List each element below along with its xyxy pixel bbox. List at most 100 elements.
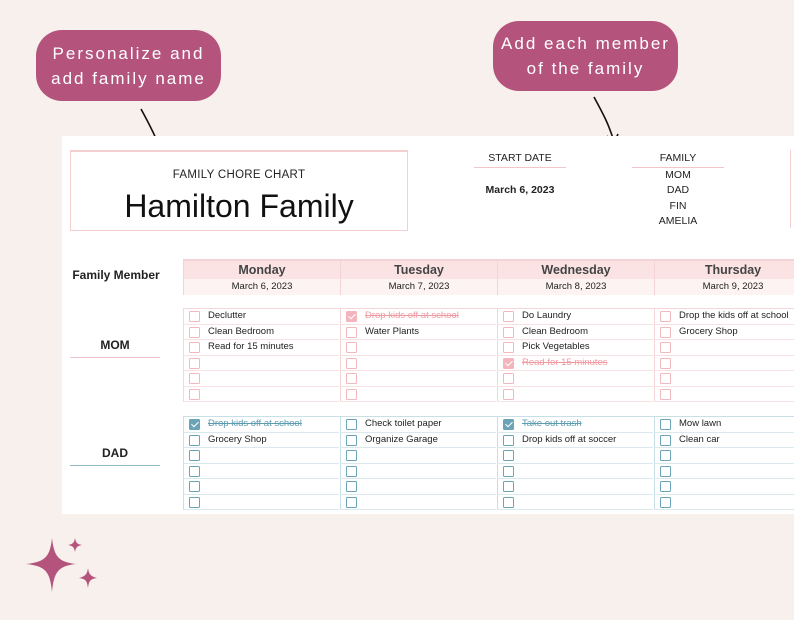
- task-checkbox[interactable]: [660, 342, 671, 353]
- task-checkbox[interactable]: [660, 465, 671, 477]
- task-text[interactable]: Declutter: [208, 310, 247, 321]
- task-text[interactable]: Clean Bedroom: [208, 325, 275, 337]
- task-text[interactable]: Read for 15 minutes: [522, 356, 608, 368]
- day-header-thursday: Thursday March 9, 2023: [654, 259, 794, 295]
- task-text[interactable]: Drop kids off at soccer: [522, 433, 617, 445]
- family-member-amelia[interactable]: AMELIA: [658, 215, 698, 227]
- task-checkbox[interactable]: [503, 311, 514, 322]
- task-checkbox[interactable]: [503, 496, 514, 508]
- task-checkbox[interactable]: [660, 481, 671, 492]
- task-checkbox[interactable]: [503, 326, 514, 338]
- task-text[interactable]: Clean Bedroom: [522, 325, 589, 337]
- task-text[interactable]: Grocery Shop: [679, 325, 738, 337]
- task-checkbox[interactable]: [346, 481, 357, 492]
- task-checkbox[interactable]: [346, 496, 357, 508]
- task-checkbox[interactable]: [660, 357, 671, 369]
- task-checkbox[interactable]: [660, 311, 671, 322]
- task-checkbox[interactable]: [503, 434, 514, 446]
- task-checkbox[interactable]: [189, 388, 200, 400]
- task-cell: [497, 448, 653, 464]
- day-date: March 6, 2023: [184, 279, 340, 295]
- task-checkbox[interactable]: [660, 450, 671, 461]
- task-cell: [183, 371, 339, 387]
- day-date: March 8, 2023: [498, 279, 654, 295]
- task-checkbox[interactable]: [346, 357, 357, 369]
- task-text[interactable]: Water Plants: [365, 325, 420, 337]
- task-text[interactable]: Grocery Shop: [208, 433, 267, 445]
- task-cell: Organize Garage: [340, 432, 496, 448]
- task-checkbox[interactable]: [189, 481, 200, 492]
- family-member-dad[interactable]: DAD: [666, 184, 690, 196]
- task-text[interactable]: Drop kids off at school: [365, 310, 459, 321]
- task-cell: [340, 386, 496, 402]
- task-cell: Clean Bedroom: [497, 324, 653, 340]
- task-checkbox[interactable]: [346, 342, 357, 353]
- task-checkbox[interactable]: [189, 373, 200, 384]
- task-checkbox[interactable]: [346, 373, 357, 384]
- sparkle-icon: [26, 538, 97, 592]
- task-cell: [654, 355, 794, 371]
- task-text[interactable]: Mow lawn: [679, 418, 722, 429]
- task-checkbox[interactable]: [189, 434, 200, 446]
- day-date: March 7, 2023: [341, 279, 497, 295]
- day-name: Wednesday: [498, 261, 654, 279]
- family-name-field[interactable]: Hamilton Family: [124, 188, 354, 224]
- task-checkbox[interactable]: [660, 419, 671, 430]
- task-checkbox[interactable]: [189, 326, 200, 338]
- member-label-dad: DAD: [70, 446, 160, 466]
- task-checkbox[interactable]: [503, 357, 514, 369]
- task-text[interactable]: Take out trash: [522, 418, 582, 429]
- task-checkbox[interactable]: [189, 450, 200, 461]
- task-cell: [654, 386, 794, 402]
- task-text[interactable]: Drop the kids off at school: [679, 310, 789, 321]
- task-cell: [340, 463, 496, 479]
- task-text[interactable]: Organize Garage: [365, 433, 438, 445]
- task-text[interactable]: Clean car: [679, 433, 720, 445]
- task-checkbox[interactable]: [503, 388, 514, 400]
- task-checkbox[interactable]: [660, 326, 671, 338]
- task-checkbox[interactable]: [189, 357, 200, 369]
- start-date-field[interactable]: March 6, 2023: [485, 184, 555, 196]
- chore-chart-sheet: FAMILY CHORE CHART Hamilton Family START…: [62, 136, 794, 514]
- task-text[interactable]: Pick Vegetables: [522, 341, 590, 352]
- task-cell: [183, 355, 339, 371]
- task-checkbox[interactable]: [346, 311, 357, 322]
- task-checkbox[interactable]: [346, 465, 357, 477]
- task-checkbox[interactable]: [503, 481, 514, 492]
- task-checkbox[interactable]: [503, 419, 514, 430]
- chart-caption: FAMILY CHORE CHART: [172, 169, 306, 181]
- task-checkbox[interactable]: [660, 373, 671, 384]
- family-member-fin[interactable]: FIN: [669, 200, 687, 212]
- task-cell: [340, 448, 496, 464]
- task-text[interactable]: Read for 15 minutes: [208, 341, 294, 352]
- task-checkbox[interactable]: [346, 388, 357, 400]
- task-cell: Pick Vegetables: [497, 340, 653, 356]
- callout-personalize: Personalize and add family name: [36, 30, 221, 101]
- task-checkbox[interactable]: [503, 342, 514, 353]
- task-checkbox[interactable]: [660, 434, 671, 446]
- task-checkbox[interactable]: [503, 465, 514, 477]
- task-checkbox[interactable]: [346, 419, 357, 430]
- task-checkbox[interactable]: [503, 373, 514, 384]
- task-text[interactable]: Check toilet paper: [365, 418, 442, 429]
- task-checkbox[interactable]: [660, 388, 671, 400]
- task-checkbox[interactable]: [660, 496, 671, 508]
- task-checkbox[interactable]: [346, 434, 357, 446]
- task-cell: [654, 448, 794, 464]
- task-checkbox[interactable]: [189, 342, 200, 353]
- task-checkbox[interactable]: [189, 419, 200, 430]
- task-checkbox[interactable]: [503, 450, 514, 461]
- task-cell: Drop kids off at school: [183, 417, 339, 433]
- task-cell: [340, 494, 496, 510]
- task-checkbox[interactable]: [346, 326, 357, 338]
- start-date-label: START DATE: [474, 152, 566, 168]
- task-text[interactable]: Drop kids off at school: [208, 418, 302, 429]
- dad-task-grid: Drop kids off at school Grocery Shop Check…: [183, 416, 794, 511]
- task-text[interactable]: Do Laundry: [522, 310, 572, 321]
- task-checkbox[interactable]: [189, 496, 200, 508]
- task-checkbox[interactable]: [189, 311, 200, 322]
- task-checkbox[interactable]: [189, 465, 200, 477]
- family-member-mom[interactable]: MOM: [665, 169, 691, 181]
- task-checkbox[interactable]: [346, 450, 357, 461]
- task-cell: Declutter: [183, 309, 339, 325]
